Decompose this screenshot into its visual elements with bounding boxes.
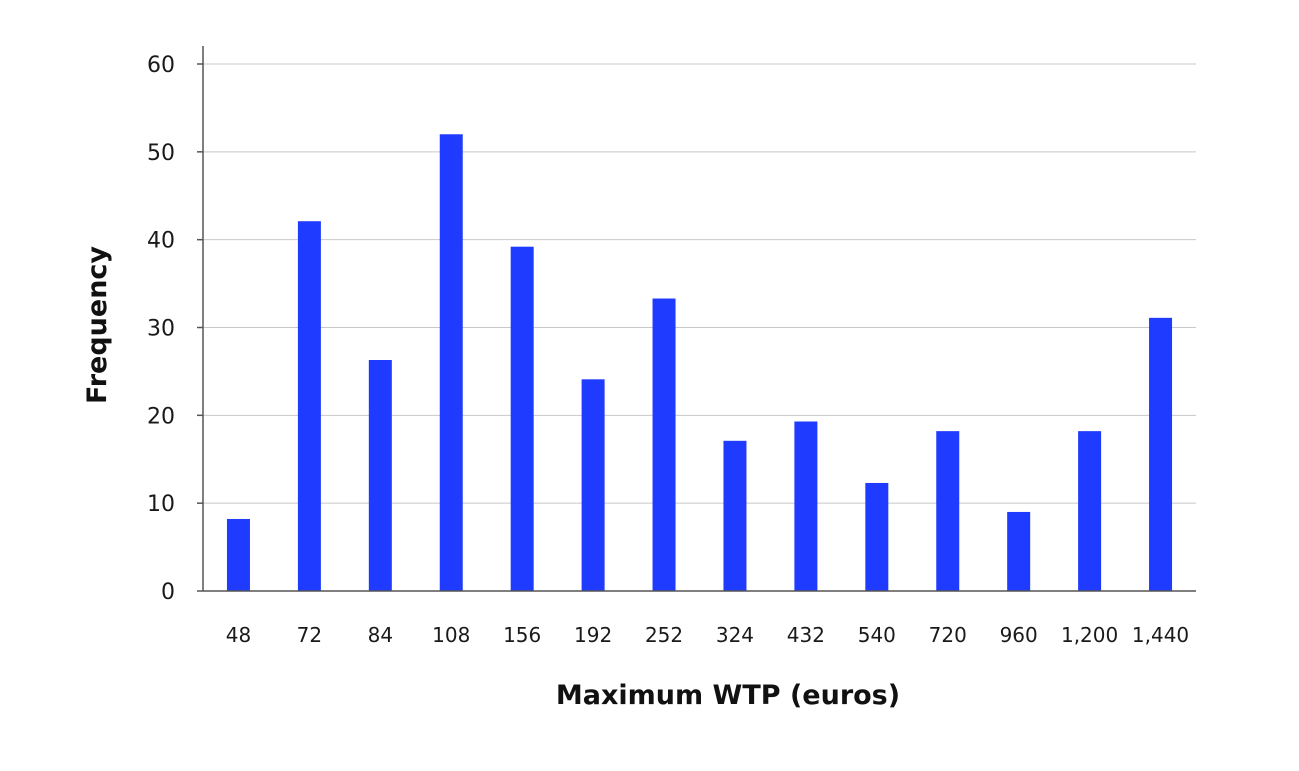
x-tick-label: 72	[297, 623, 322, 647]
y-axis-title: Frequency	[82, 246, 113, 404]
bar	[368, 359, 392, 591]
x-tick-label: 1,440	[1132, 623, 1189, 647]
x-tick-label: 960	[1000, 623, 1038, 647]
bar	[723, 440, 747, 591]
x-tick-label: 324	[716, 623, 754, 647]
bar	[1149, 317, 1173, 591]
y-tick-labels: 0 10 20 30 40 50 60	[147, 53, 175, 605]
x-tick-label: 720	[929, 623, 967, 647]
bar	[226, 518, 250, 591]
bar	[297, 221, 321, 591]
bar	[794, 421, 818, 591]
bar	[439, 134, 463, 591]
x-tick-label: 48	[226, 623, 251, 647]
x-axis-title: Maximum WTP (euros)	[556, 680, 900, 711]
x-tick-label: 1,200	[1061, 623, 1118, 647]
x-tick-label: 84	[368, 623, 393, 647]
y-tick-label: 20	[147, 404, 175, 429]
bar	[936, 431, 960, 591]
x-tick-label: 192	[574, 623, 612, 647]
y-tick-label: 0	[161, 580, 175, 605]
gridlines	[197, 63, 1196, 592]
x-tick-label: 156	[503, 623, 541, 647]
x-tick-label: 432	[787, 623, 825, 647]
x-tick-label: 540	[858, 623, 896, 647]
bar	[865, 482, 889, 591]
y-tick-label: 40	[147, 229, 175, 254]
y-tick-label: 10	[147, 492, 175, 517]
bar	[1078, 431, 1102, 591]
y-tick-label: 50	[147, 141, 175, 166]
x-tick-label: 252	[645, 623, 683, 647]
axes	[202, 46, 1196, 592]
bar	[652, 298, 676, 591]
bar	[581, 379, 605, 591]
x-tick-labels: 48 72 84 108 156 192 252 324 432 540 720 960 1,200 1,…	[226, 623, 1189, 647]
bar	[1007, 511, 1031, 591]
x-tick-label: 108	[432, 623, 470, 647]
bar	[510, 246, 534, 591]
y-tick-label: 30	[147, 317, 175, 342]
y-tick-label: 60	[147, 53, 175, 78]
bars	[226, 134, 1173, 591]
